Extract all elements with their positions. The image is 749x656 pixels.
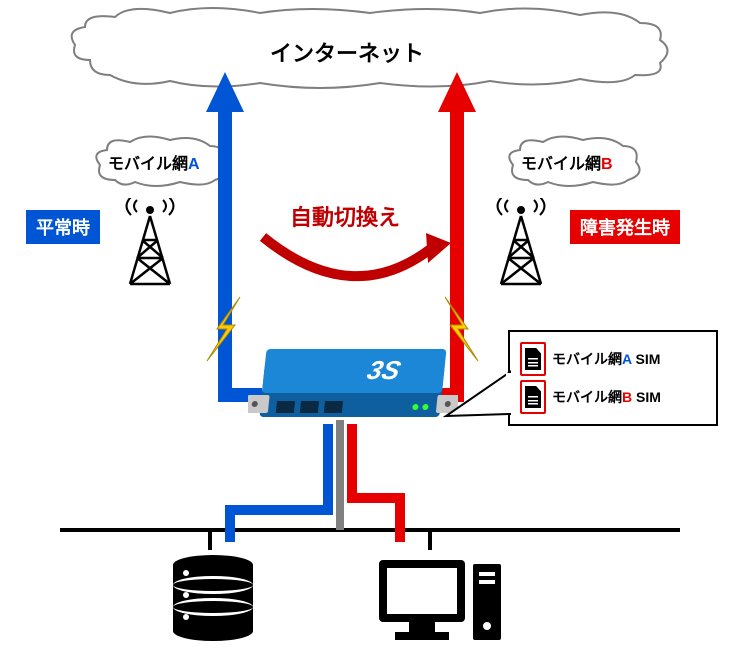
- failure-label: 障害発生時: [570, 210, 680, 244]
- server-icon: [168, 553, 258, 649]
- autoswitch-arrow: [248, 225, 458, 305]
- mobile-a-label: モバイル網A: [108, 150, 200, 174]
- sim-b-row: モバイル網B SIM: [520, 380, 706, 414]
- sim-a-row: モバイル網A SIM: [520, 342, 706, 376]
- sim-icon: [520, 342, 546, 376]
- sim-icon: [520, 380, 546, 414]
- tower-b: [486, 198, 556, 288]
- lightning-left: [195, 295, 255, 365]
- tower-a: [115, 198, 185, 288]
- pc-icon: [375, 556, 505, 650]
- lan-wiring: [60, 420, 680, 550]
- normal-label: 平常時: [26, 210, 100, 244]
- internet-label: インターネット: [270, 36, 424, 68]
- sim-callout: モバイル網A SIM モバイル網B SIM: [508, 330, 718, 426]
- mobile-b-label: モバイル網B: [521, 150, 613, 174]
